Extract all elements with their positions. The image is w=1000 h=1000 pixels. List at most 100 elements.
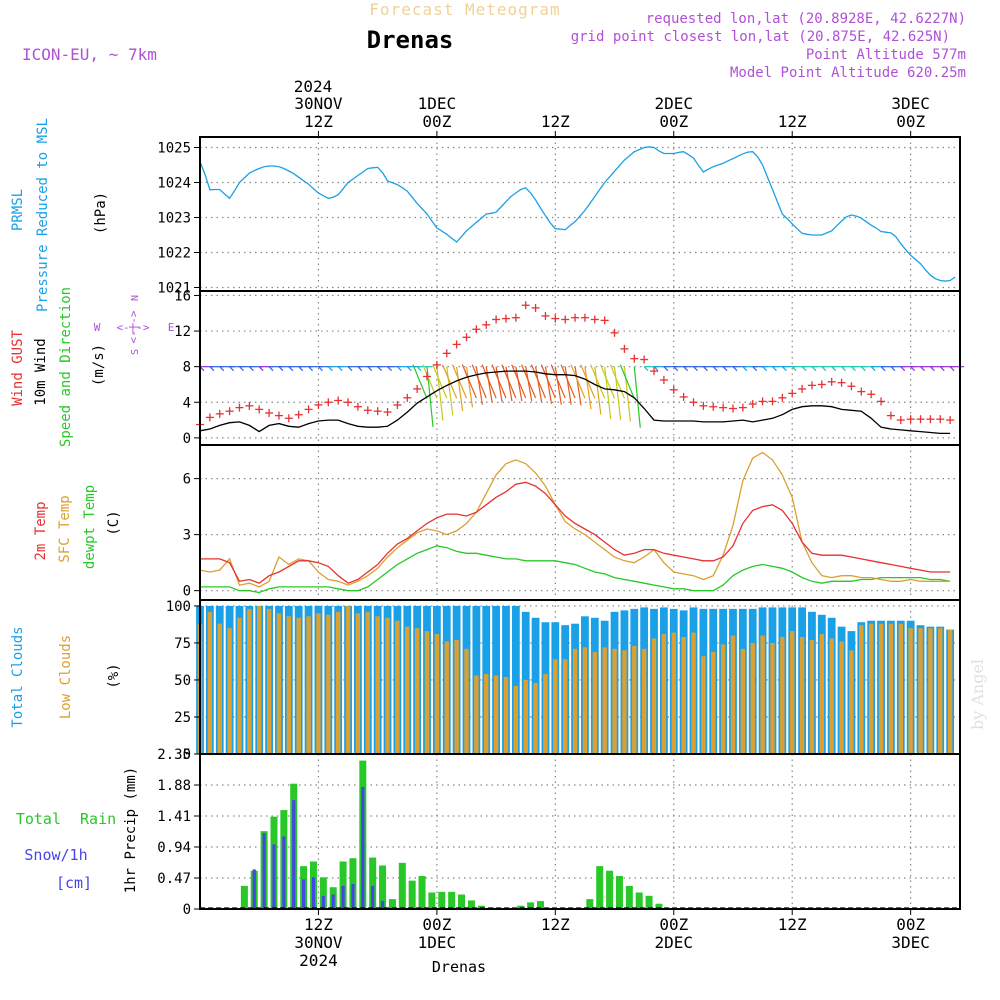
low-cloud-bar (247, 608, 252, 754)
low-cloud-bar (592, 651, 598, 754)
y-tick-label: 0.47 (157, 871, 191, 887)
time-label-bottom-year: 2024 (299, 951, 338, 970)
low-cloud-bar (799, 637, 805, 754)
snow-bar (262, 833, 266, 909)
wind-barb-tip (929, 366, 935, 372)
pressure-panel (199, 146, 956, 282)
wind-barb-tip (209, 366, 215, 372)
top-year-label: 2024 (294, 77, 333, 96)
snow-cm-label: [cm] (56, 874, 92, 892)
low-cloud-bar (898, 623, 903, 754)
low-cloud-bar (395, 620, 400, 754)
time-label-top-hour: 00Z (659, 112, 688, 131)
wind-barb-tip (811, 366, 817, 372)
ms-unit-label: (m/s) (91, 344, 107, 386)
rain-bar (398, 862, 406, 909)
wind-barb-tip (288, 366, 294, 372)
low-cloud-bar (947, 629, 953, 754)
wind-barb-tip (722, 366, 728, 372)
temp-labels: 2m Temp SFC Temp dewpt Temp (C) (33, 485, 122, 569)
rain-bar (625, 885, 633, 909)
wind-barb-tip (239, 366, 244, 372)
compass-n: N (130, 295, 141, 301)
y-tick-label: 8 (183, 360, 191, 376)
wind-direction-tail (511, 364, 527, 399)
wind-barb-tip (772, 366, 777, 372)
low-cloud-bar (622, 650, 627, 754)
wind-direction-tail (590, 364, 606, 399)
low-cloud-bar (938, 628, 943, 754)
wind-direction-arrow (475, 366, 483, 405)
wind-direction-tail (550, 364, 566, 399)
low-cloud-bar (562, 659, 568, 754)
low-cloud-bar (681, 637, 686, 754)
wind-barb-tip (920, 366, 925, 372)
wind-barb-tip (801, 366, 807, 372)
snow-label: Snow/1h (24, 846, 87, 864)
total-cloud-bar (511, 605, 520, 754)
low-cloud-bar (523, 679, 528, 754)
low-cloud-bar (227, 628, 232, 754)
wind-barb-tip (781, 366, 787, 372)
snow-bar (361, 786, 365, 909)
low-cloud-bar (770, 642, 775, 754)
time-label-bottom-hour: 00Z (422, 915, 451, 934)
low-cloud-bar (266, 608, 272, 754)
wind-barb-tip (851, 366, 856, 372)
compass-e: E (168, 321, 175, 334)
wind-barb-tip (752, 366, 758, 372)
y-tick-label: 25 (174, 710, 191, 726)
forecast-title: Forecast Meteogram (369, 0, 560, 19)
low-clouds-label: Low Clouds (58, 635, 74, 719)
wind-direction-tail (481, 364, 497, 399)
point-altitude: Point Altitude 577m (806, 47, 966, 63)
rain-bar (615, 876, 623, 909)
time-label-top-hour: 12Z (778, 112, 807, 131)
low-cloud-bar (217, 623, 222, 754)
low-cloud-bar (326, 614, 331, 754)
wind-direction-tail (491, 364, 507, 399)
y-tick-label: 75 (174, 636, 191, 652)
low-cloud-bar (444, 641, 449, 754)
low-cloud-bar (740, 648, 746, 754)
y-tick-label: 1023 (157, 211, 191, 227)
compass-w: W (94, 321, 101, 334)
rain-bar (418, 876, 426, 909)
time-label-top-hour: 00Z (422, 112, 451, 131)
time-label-bottom-hour: 00Z (659, 915, 688, 934)
low-cloud-bar (750, 642, 755, 754)
low-cloud-bar (908, 628, 913, 754)
wind-barb-tip (870, 366, 876, 372)
time-label-top-date: 2DEC (655, 94, 694, 113)
y-tick-label: 0 (183, 902, 191, 918)
low-cloud-bar (602, 647, 607, 754)
precip-frame (199, 753, 961, 910)
wind-direction-tail (432, 364, 448, 399)
low-cloud-bar (790, 631, 795, 754)
wind-barb-tip (939, 366, 945, 372)
low-cloud-bar (464, 648, 469, 754)
temp-2m-label: 2m Temp (33, 501, 49, 560)
rain-bar (438, 891, 446, 909)
time-label-bottom-hour: 00Z (896, 915, 925, 934)
low-cloud-bar (414, 628, 420, 754)
c-unit-label: (C) (106, 510, 122, 535)
wind-direction-arrow (594, 366, 602, 415)
temp-frame (199, 444, 961, 601)
wind-barb-tip (841, 366, 846, 372)
low-cloud-bar (859, 625, 864, 754)
wind-panel (196, 301, 965, 435)
low-cloud-bar (711, 651, 716, 754)
wind-10m-line (199, 370, 951, 435)
wind-direction-tail (540, 364, 556, 399)
time-label-top-hour: 12Z (304, 112, 333, 131)
rain-bar (655, 903, 663, 909)
cloud-labels: Total Clouds Low Clouds (%) (10, 626, 122, 727)
wind-barb-tip (258, 366, 264, 372)
sfc-temp-line (199, 451, 951, 588)
wind-direction-tail (471, 364, 487, 399)
wind-barb-tip (762, 366, 768, 372)
low-cloud-bar (316, 613, 321, 754)
low-cloud-bar (829, 638, 834, 754)
low-cloud-bar (928, 628, 933, 754)
